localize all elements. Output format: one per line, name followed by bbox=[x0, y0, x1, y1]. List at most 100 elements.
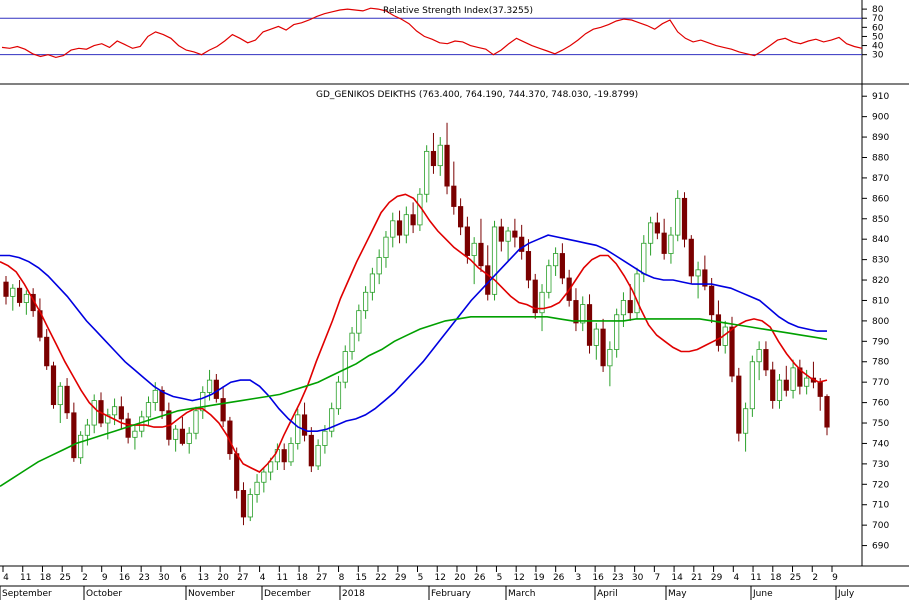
day-tick-label: 7 bbox=[654, 573, 660, 583]
candle-body bbox=[804, 377, 810, 387]
day-tick-label: 18 bbox=[770, 573, 782, 583]
candle-body bbox=[369, 273, 375, 293]
candle-body bbox=[749, 361, 755, 410]
month-label: July bbox=[837, 589, 855, 599]
day-tick-label: 11 bbox=[277, 573, 288, 583]
candle-body bbox=[763, 349, 769, 371]
candle-body bbox=[200, 391, 206, 412]
candle-body bbox=[458, 206, 464, 228]
day-tick-label: 4 bbox=[260, 573, 266, 583]
rsi-title: Relative Strength Index(37.3255) bbox=[383, 6, 533, 16]
candle-body bbox=[532, 279, 538, 314]
candle-body bbox=[23, 293, 29, 303]
candle-body bbox=[234, 453, 240, 491]
candle-body bbox=[559, 253, 565, 279]
candle-body bbox=[614, 314, 620, 350]
candle-body bbox=[634, 273, 640, 314]
candle-body bbox=[668, 234, 674, 254]
candle-body bbox=[145, 402, 152, 418]
day-tick-label: 5 bbox=[418, 573, 424, 583]
candle-body bbox=[193, 410, 199, 434]
candle-body bbox=[50, 365, 57, 406]
day-tick-label: 23 bbox=[612, 573, 623, 583]
day-tick-label: 15 bbox=[356, 573, 367, 583]
month-label: October bbox=[86, 589, 122, 599]
candle-body bbox=[159, 389, 165, 412]
candle-body bbox=[688, 238, 694, 277]
day-tick-label: 27 bbox=[316, 573, 327, 583]
candle-body bbox=[539, 291, 545, 314]
price-tick-label: 690 bbox=[872, 542, 889, 552]
candle-body bbox=[308, 434, 314, 467]
candle-body bbox=[756, 349, 762, 363]
candle-body bbox=[44, 336, 50, 367]
candle-body bbox=[281, 449, 287, 463]
rsi-tick-label: 30 bbox=[872, 51, 884, 61]
day-tick-label: 30 bbox=[632, 573, 644, 583]
price-tick-label: 780 bbox=[872, 358, 889, 368]
month-label: May bbox=[668, 589, 687, 599]
candle-body bbox=[10, 287, 16, 297]
candle-body bbox=[661, 232, 667, 254]
day-tick-label: 20 bbox=[454, 573, 466, 583]
candle-body bbox=[268, 461, 274, 473]
candle-body bbox=[322, 430, 328, 446]
day-tick-label: 29 bbox=[711, 573, 723, 583]
day-tick-label: 12 bbox=[435, 573, 446, 583]
month-label: March bbox=[508, 589, 535, 599]
price-tick-label: 770 bbox=[872, 378, 889, 388]
day-tick-label: 16 bbox=[592, 573, 604, 583]
candle-body bbox=[396, 220, 403, 236]
price-tick-label: 850 bbox=[872, 215, 889, 225]
candle-body bbox=[139, 416, 145, 432]
main-title: GD_GENIKOS DEIKTHS (763.400, 764.190, 74… bbox=[316, 90, 638, 100]
price-tick-label: 810 bbox=[872, 296, 889, 306]
candle-body bbox=[410, 214, 416, 226]
candle-body bbox=[64, 385, 70, 414]
day-tick-label: 8 bbox=[339, 573, 345, 583]
price-tick-label: 840 bbox=[872, 235, 889, 245]
price-tick-label: 890 bbox=[872, 133, 889, 143]
candles-group bbox=[3, 122, 830, 526]
candle-body bbox=[627, 300, 633, 314]
candle-body bbox=[600, 328, 606, 367]
candle-body bbox=[681, 197, 688, 240]
price-tick-label: 700 bbox=[872, 521, 889, 531]
price-tick-label: 830 bbox=[872, 256, 889, 266]
candle-body bbox=[573, 300, 579, 324]
candle-body bbox=[437, 144, 443, 167]
candle-body bbox=[3, 281, 9, 297]
candle-body bbox=[817, 381, 823, 397]
month-label: April bbox=[597, 589, 618, 599]
candle-body bbox=[491, 226, 498, 295]
candle-body bbox=[797, 367, 803, 387]
candle-body bbox=[709, 285, 715, 316]
candle-body bbox=[647, 222, 654, 244]
candle-body bbox=[173, 428, 179, 440]
candle-body bbox=[118, 406, 124, 420]
price-tick-label: 900 bbox=[872, 113, 889, 123]
price-tick-label: 720 bbox=[872, 480, 889, 490]
candle-body bbox=[464, 226, 470, 256]
price-tick-label: 860 bbox=[872, 194, 889, 204]
month-label: November bbox=[188, 589, 235, 599]
day-tick-label: 14 bbox=[671, 573, 683, 583]
day-tick-label: 9 bbox=[102, 573, 108, 583]
moving-average-green bbox=[0, 316, 828, 487]
month-label: September bbox=[2, 589, 52, 599]
price-tick-label: 880 bbox=[872, 153, 889, 163]
candle-body bbox=[240, 490, 247, 518]
candle-body bbox=[580, 304, 586, 324]
candle-body bbox=[213, 379, 219, 399]
price-tick-label: 760 bbox=[872, 399, 889, 409]
day-tick-label: 21 bbox=[691, 573, 702, 583]
candle-body bbox=[824, 396, 830, 428]
candle-body bbox=[654, 222, 660, 234]
day-tick-label: 6 bbox=[181, 573, 187, 583]
candle-body bbox=[478, 242, 484, 267]
candle-body bbox=[220, 398, 226, 422]
candle-body bbox=[444, 144, 450, 187]
candle-body bbox=[349, 332, 355, 352]
candle-body bbox=[105, 414, 111, 424]
candle-body bbox=[295, 414, 301, 444]
